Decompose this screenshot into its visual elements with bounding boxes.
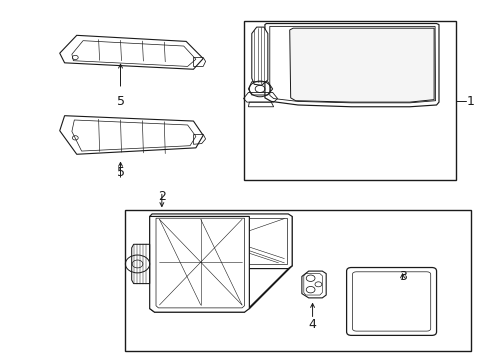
Polygon shape — [251, 27, 267, 85]
Polygon shape — [149, 214, 291, 269]
Polygon shape — [264, 23, 438, 107]
Text: 1: 1 — [466, 95, 473, 108]
Bar — [125, 210, 469, 351]
Polygon shape — [149, 216, 249, 312]
Polygon shape — [249, 216, 291, 309]
Polygon shape — [289, 28, 433, 102]
Bar — [244, 21, 455, 180]
Text: 2: 2 — [158, 190, 165, 203]
Polygon shape — [149, 266, 291, 312]
Text: 5: 5 — [116, 95, 124, 108]
Text: 4: 4 — [308, 318, 316, 331]
Text: 5: 5 — [116, 166, 124, 179]
Text: 3: 3 — [398, 270, 406, 283]
FancyBboxPatch shape — [346, 267, 436, 336]
